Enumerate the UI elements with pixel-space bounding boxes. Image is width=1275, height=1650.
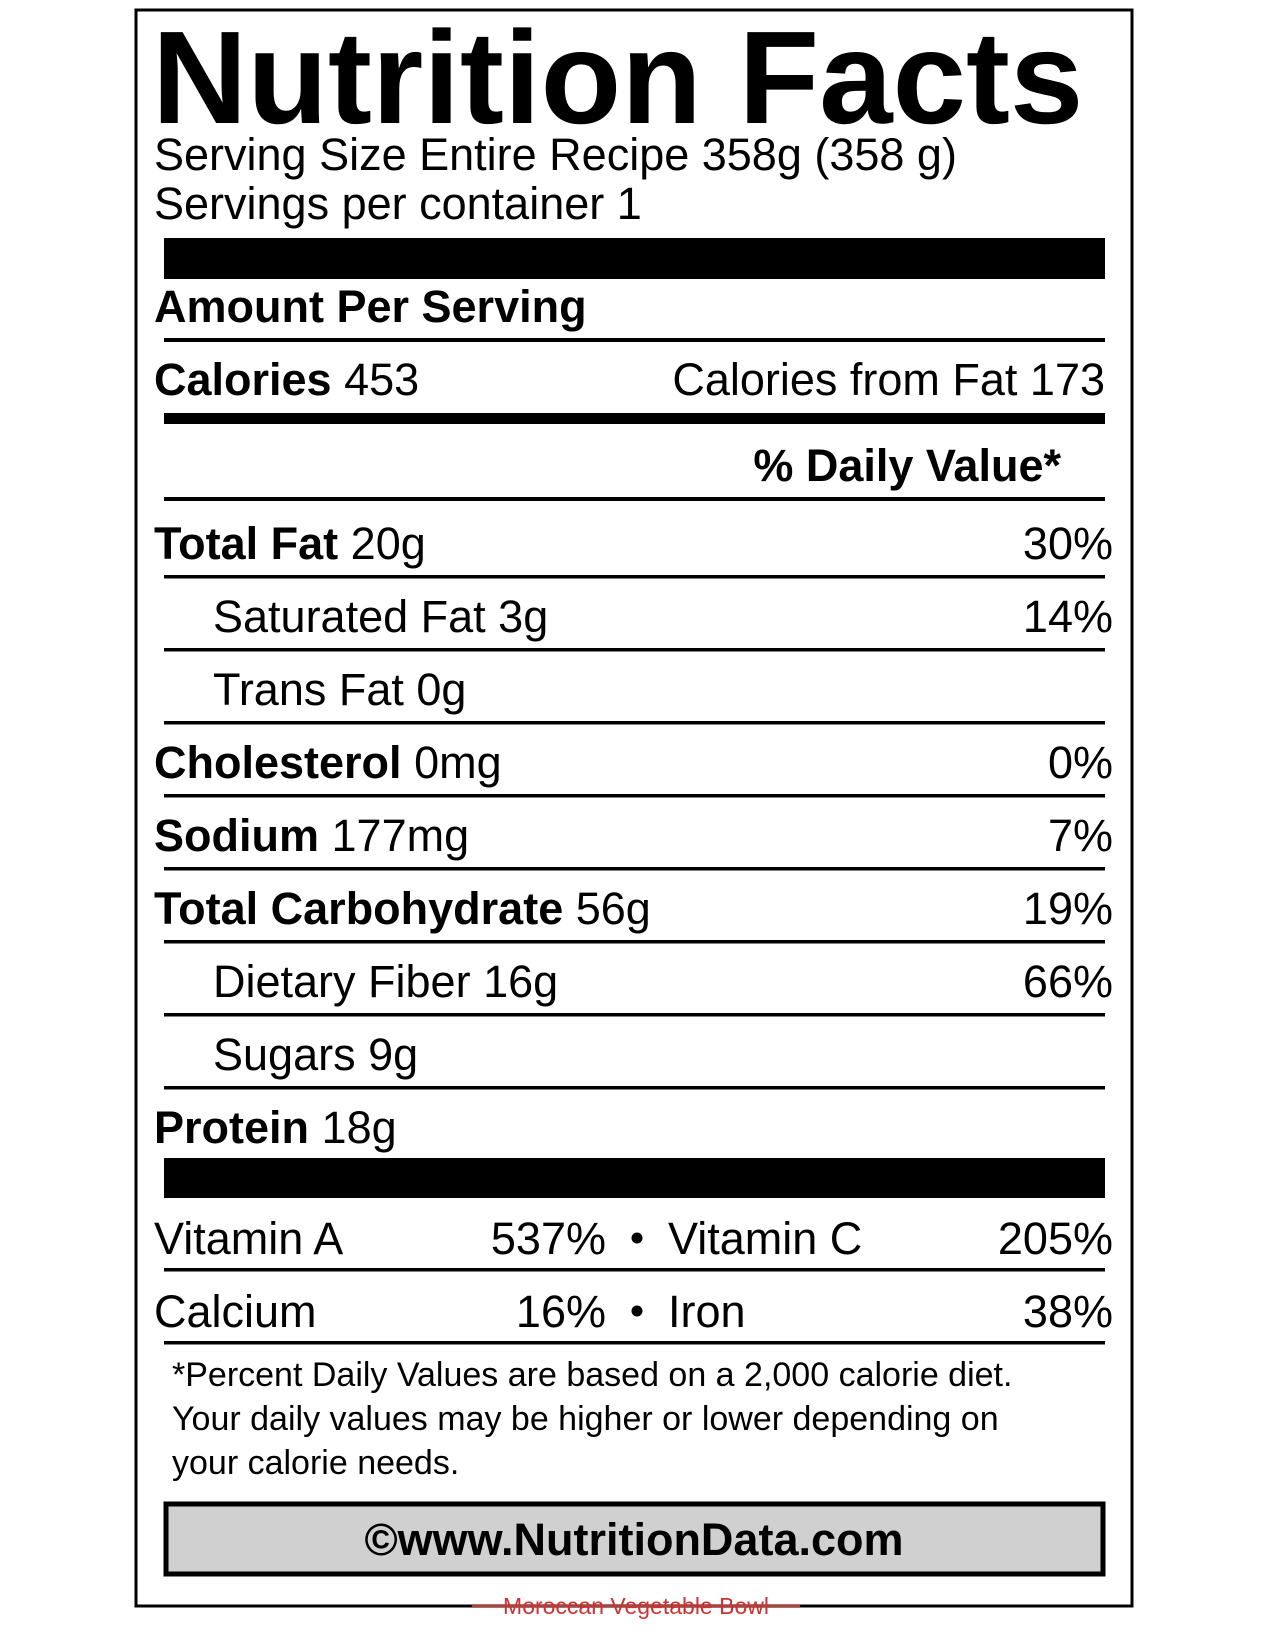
nutrient-dv: 19%: [1023, 883, 1113, 934]
divider: [164, 867, 1105, 871]
nutrient-name: Protein: [154, 1102, 309, 1153]
vitamin-dv: 38%: [1023, 1286, 1113, 1337]
nutrient: Total Carbohydrate 56g: [154, 883, 651, 934]
calories-amount: 453: [344, 354, 419, 405]
vitamin-name: Vitamin A: [154, 1213, 343, 1264]
copyright: ©www.NutritionData.com: [364, 1514, 903, 1565]
amount-header: Amount Per Serving: [154, 281, 587, 332]
divider: [164, 497, 1105, 501]
nutrient-amount: 18g: [322, 1102, 397, 1153]
serving-size: Serving Size Entire Recipe 358g (358 g): [154, 129, 957, 180]
nutrient: Total Fat 20g: [154, 518, 426, 569]
nutrient-dv: 0%: [1048, 737, 1113, 788]
nutrient: Cholesterol 0mg: [154, 737, 502, 788]
nutrient: Sodium 177mg: [154, 810, 469, 861]
medium-bar: [164, 413, 1105, 424]
divider: [164, 940, 1105, 944]
thick-bar: [164, 1158, 1105, 1198]
vitamin-name: Vitamin C: [668, 1213, 862, 1264]
nutrient-name: Sodium: [154, 810, 319, 861]
calories-from-fat: Calories from Fat 173: [672, 354, 1105, 405]
bullet: [631, 1305, 643, 1317]
footnote-line: Your daily values may be higher or lower…: [172, 1400, 999, 1438]
nutrient-amount: 177mg: [332, 810, 470, 861]
nutrient: Trans Fat 0g: [213, 664, 466, 715]
footnote-line: *Percent Daily Values are based on a 2,0…: [172, 1356, 1012, 1394]
nutrient-dv: 7%: [1048, 810, 1113, 861]
footnote-line: your calorie needs.: [172, 1444, 459, 1482]
nutrient: Saturated Fat 3g: [213, 591, 548, 642]
divider: [164, 648, 1105, 652]
nutrient-name: Total Fat: [154, 518, 338, 569]
nutrient-dv: 14%: [1023, 591, 1113, 642]
nutrient-dv: 30%: [1023, 518, 1113, 569]
nutrient-name: Saturated Fat 3g: [213, 591, 548, 642]
nutrient-name: Cholesterol: [154, 737, 402, 788]
divider: [164, 1086, 1105, 1090]
vitamin-dv: 205%: [998, 1213, 1113, 1264]
nutrient-amount: 0mg: [414, 737, 502, 788]
dv-header: % Daily Value*: [753, 440, 1061, 491]
vitamin-name: Calcium: [154, 1286, 317, 1337]
copyright-box: [163, 1501, 1106, 1577]
divider: [164, 575, 1105, 579]
servings: Servings per container 1: [154, 178, 642, 229]
thick-bar: [164, 238, 1105, 279]
bullet: [631, 1232, 643, 1244]
divider: [164, 338, 1105, 342]
nutrient-amount: 20g: [351, 518, 426, 569]
calories-name: Calories: [154, 354, 332, 405]
nutrient: Sugars 9g: [213, 1029, 418, 1080]
divider: [164, 1013, 1105, 1017]
nutrient-dv: 66%: [1023, 956, 1113, 1007]
vitamin-dv: 537%: [491, 1213, 606, 1264]
divider: [164, 794, 1105, 798]
nutrient: Dietary Fiber 16g: [213, 956, 558, 1007]
vitamin-name: Iron: [668, 1286, 746, 1337]
calories: Calories 453: [154, 354, 419, 405]
nutrient-amount: 56g: [576, 883, 651, 934]
divider: [164, 1268, 1105, 1272]
nutrient-name: Total Carbohydrate: [154, 883, 563, 934]
recipe-name: Moroccan Vegetable Bowl: [503, 1593, 769, 1619]
divider: [164, 721, 1105, 725]
nutrient-name: Sugars 9g: [213, 1029, 418, 1080]
nutrient: Protein 18g: [154, 1102, 397, 1153]
title: Nutrition Facts: [152, 4, 1083, 151]
nutrient-name: Dietary Fiber 16g: [213, 956, 558, 1007]
vitamin-dv: 16%: [516, 1286, 606, 1337]
nutrient-name: Trans Fat 0g: [213, 664, 466, 715]
divider: [164, 1341, 1105, 1345]
